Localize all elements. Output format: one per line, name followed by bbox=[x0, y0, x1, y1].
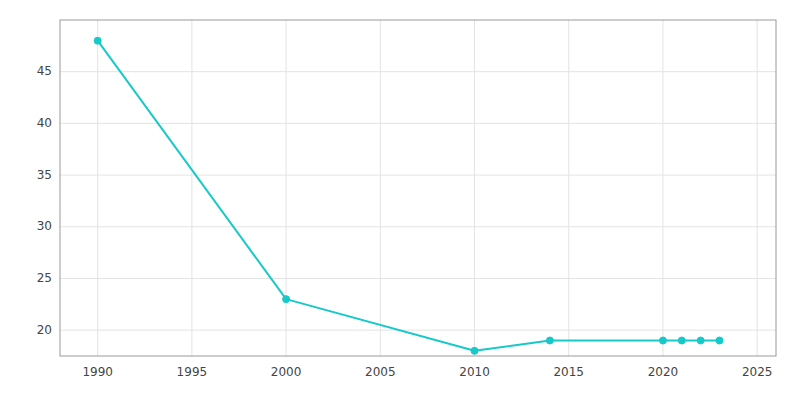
line bbox=[98, 41, 720, 351]
y-grid-line bbox=[60, 330, 776, 331]
marker bbox=[716, 337, 723, 344]
marker bbox=[546, 337, 553, 344]
y-tick-label: 45 bbox=[37, 64, 52, 78]
y-tick-label: 35 bbox=[37, 168, 52, 182]
x-grid-line bbox=[380, 20, 381, 356]
x-tick-label: 2025 bbox=[742, 365, 773, 379]
y-grid-line bbox=[60, 278, 776, 279]
plot-background bbox=[60, 20, 776, 356]
x-grid-line bbox=[191, 20, 192, 356]
x-grid-line bbox=[97, 20, 98, 356]
series bbox=[94, 37, 723, 354]
y-tick-label: 20 bbox=[37, 323, 52, 337]
marker bbox=[471, 347, 478, 354]
marker bbox=[697, 337, 704, 344]
x-grid-line bbox=[286, 20, 287, 356]
x-tick-label: 2010 bbox=[459, 365, 490, 379]
chart-svg: 2025303540451990199520002005201020152020… bbox=[0, 0, 800, 400]
x-tick-label: 2000 bbox=[271, 365, 302, 379]
y-tick-label: 25 bbox=[37, 271, 52, 285]
plot-frame bbox=[60, 20, 776, 356]
x-grid-line bbox=[757, 20, 758, 356]
marker bbox=[283, 296, 290, 303]
grid bbox=[60, 20, 776, 356]
marker bbox=[678, 337, 685, 344]
x-tick-label: 2005 bbox=[365, 365, 396, 379]
x-tick-label: 1990 bbox=[82, 365, 113, 379]
marker bbox=[659, 337, 666, 344]
x-grid-line bbox=[662, 20, 663, 356]
y-tick-label: 40 bbox=[37, 116, 52, 130]
x-tick-label: 1995 bbox=[177, 365, 208, 379]
y-grid-line bbox=[60, 71, 776, 72]
y-grid-line bbox=[60, 226, 776, 227]
y-grid-line bbox=[60, 123, 776, 124]
marker bbox=[94, 37, 101, 44]
y-tick-label: 30 bbox=[37, 219, 52, 233]
x-tick-label: 2020 bbox=[648, 365, 679, 379]
x-grid-line bbox=[568, 20, 569, 356]
x-grid-line bbox=[474, 20, 475, 356]
y-grid-line bbox=[60, 175, 776, 176]
chart-container: 2025303540451990199520002005201020152020… bbox=[0, 0, 800, 400]
x-tick-label: 2015 bbox=[553, 365, 584, 379]
